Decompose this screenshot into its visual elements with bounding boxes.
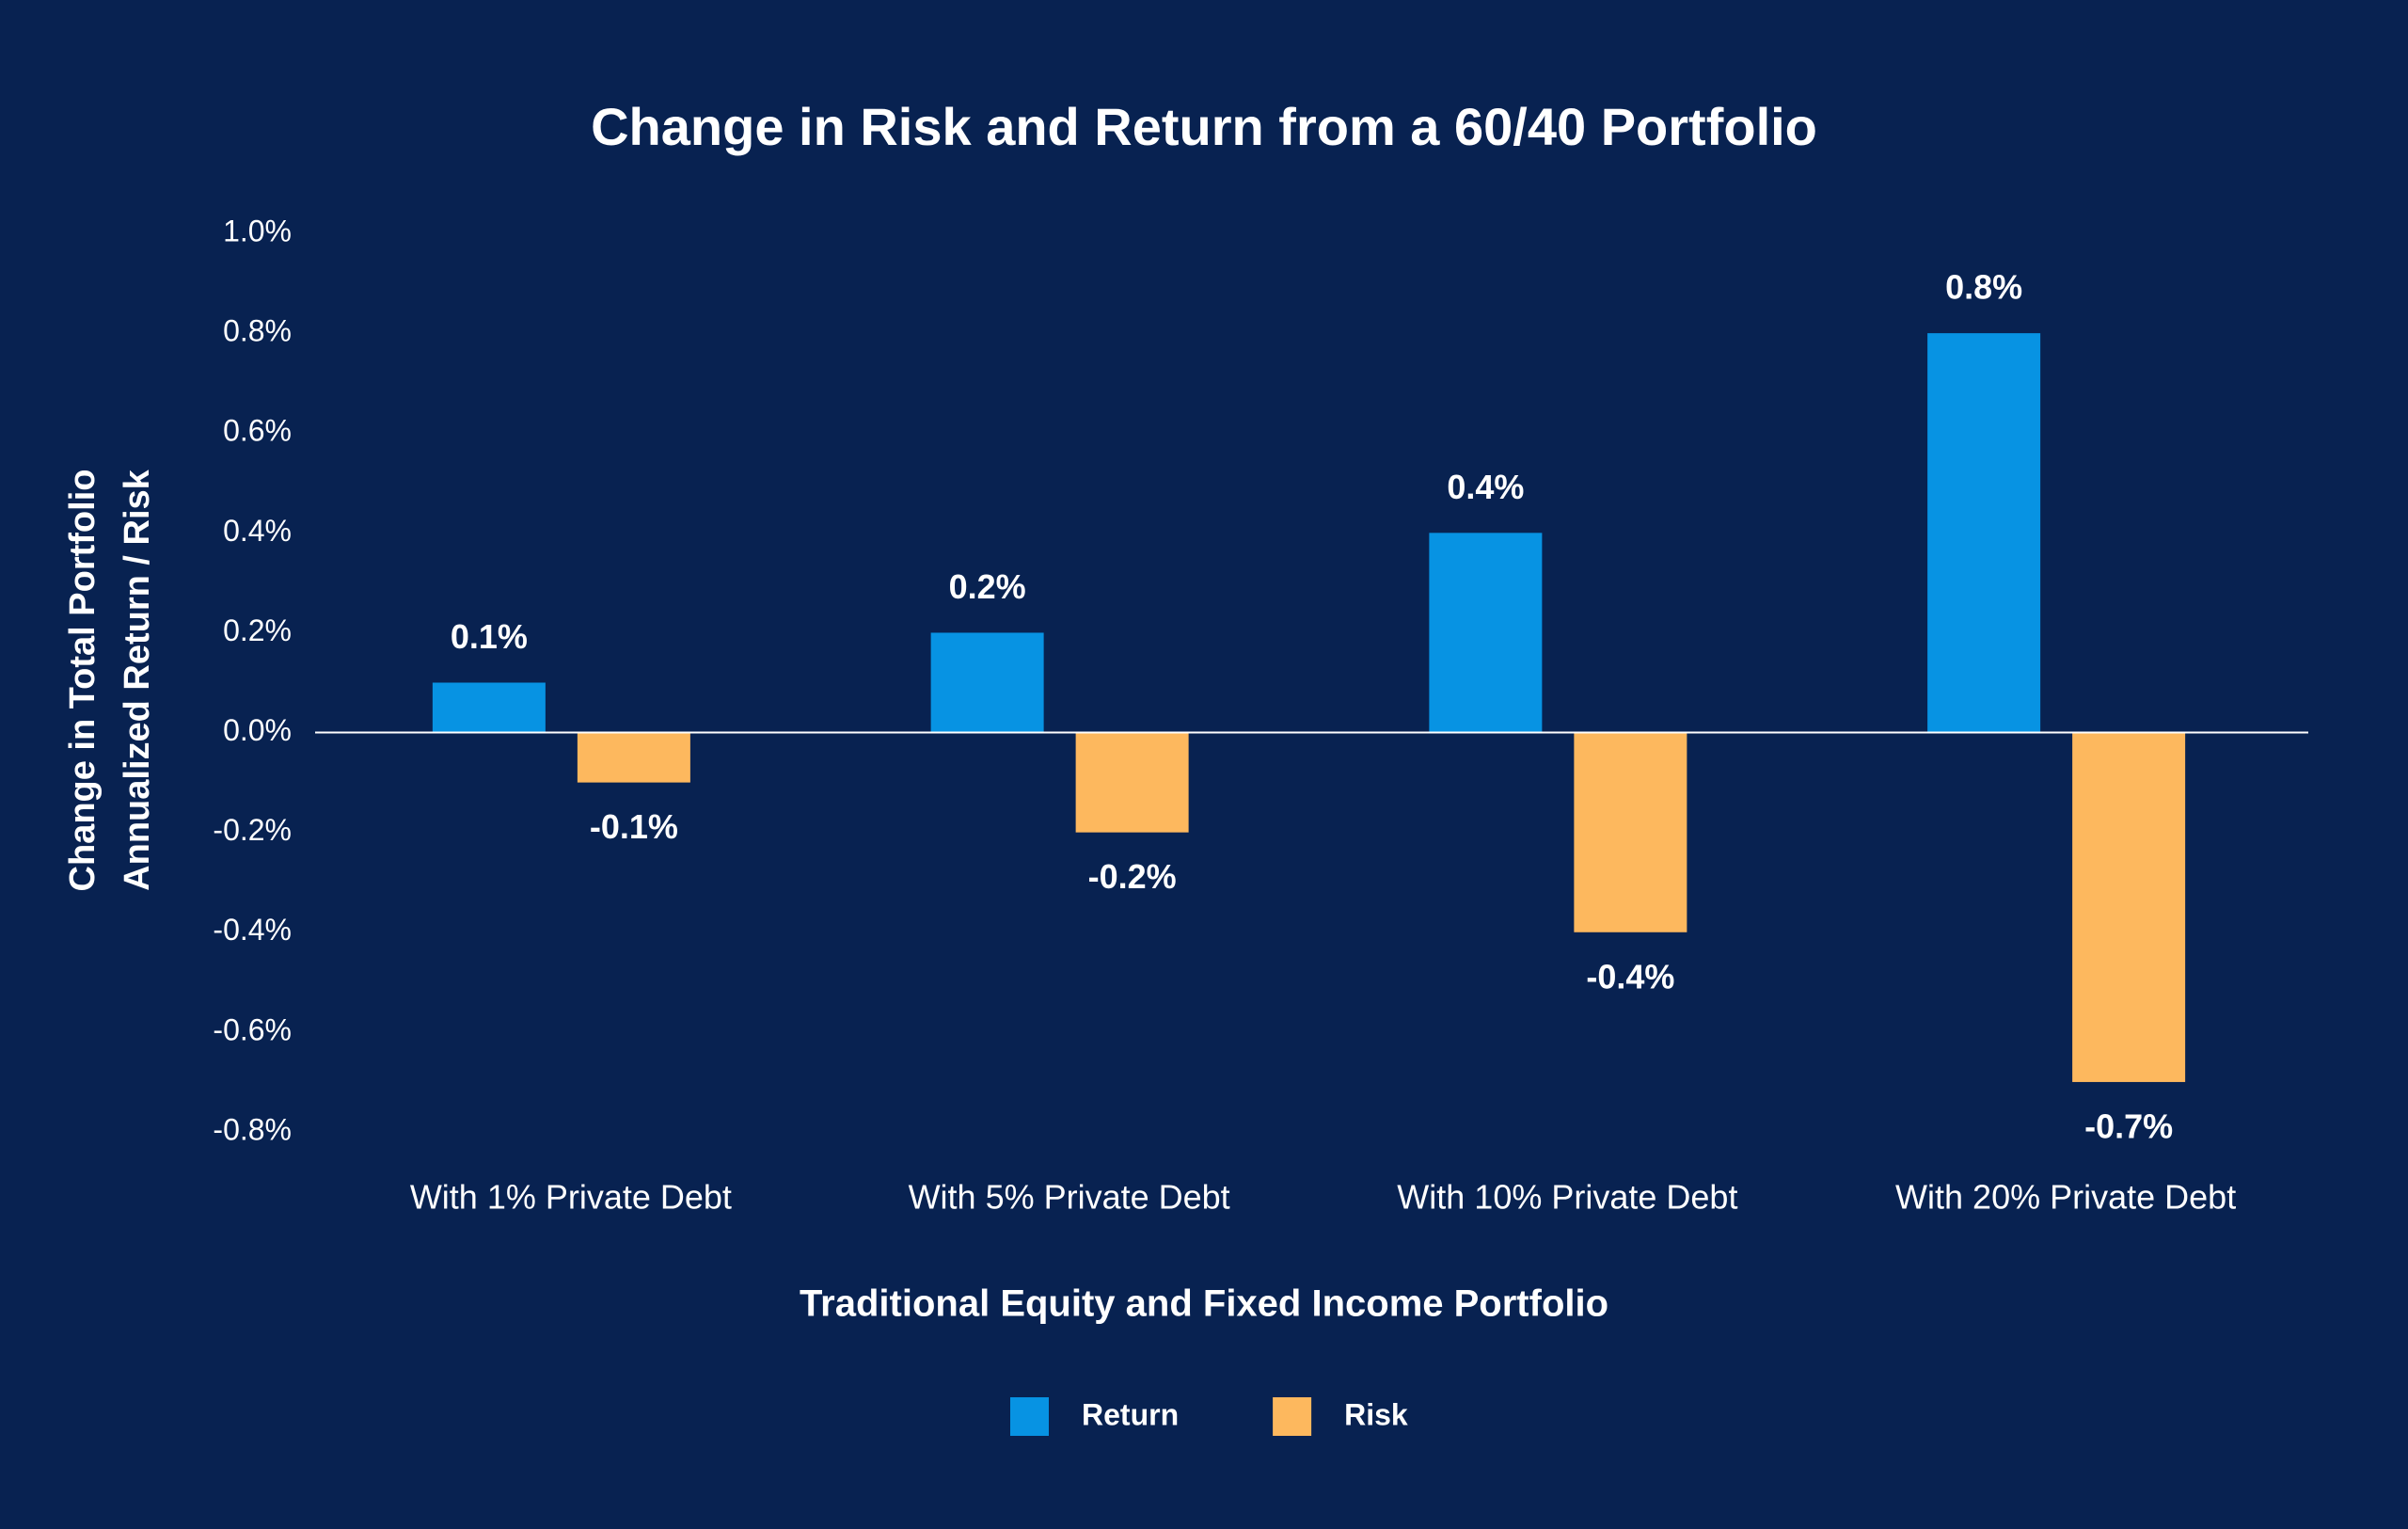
y-tick-label: 0.2% bbox=[223, 613, 292, 647]
legend-label: Return bbox=[1082, 1397, 1179, 1431]
x-axis-label: Traditional Equity and Fixed Income Port… bbox=[800, 1283, 1608, 1325]
bar bbox=[1927, 333, 2041, 733]
y-tick-label: 0.4% bbox=[223, 514, 292, 548]
data-label: 0.8% bbox=[1945, 268, 2022, 307]
data-label: 0.2% bbox=[949, 567, 1026, 606]
x-tick-label: With 10% Private Debt bbox=[1397, 1178, 1737, 1217]
y-tick-label: -0.4% bbox=[213, 913, 292, 947]
y-axis-label: Change in Total Portfolio bbox=[63, 470, 103, 892]
y-tick-label: 0.0% bbox=[223, 713, 292, 747]
data-label: -0.7% bbox=[2084, 1107, 2173, 1145]
data-label: -0.4% bbox=[1586, 957, 1674, 995]
y-tick-label: -0.6% bbox=[213, 1012, 292, 1046]
bar bbox=[1075, 732, 1189, 833]
y-tick-label: -0.2% bbox=[213, 813, 292, 847]
data-label: 0.4% bbox=[1447, 468, 1524, 506]
data-label: -0.1% bbox=[590, 807, 678, 846]
bar bbox=[930, 632, 1044, 733]
legend-swatch bbox=[1010, 1397, 1049, 1436]
y-axis-label: Annualized Return / Risk bbox=[118, 469, 157, 890]
bar bbox=[1574, 732, 1687, 932]
bar bbox=[432, 682, 546, 733]
y-tick-label: 0.8% bbox=[223, 314, 292, 348]
y-tick-label: 0.6% bbox=[223, 414, 292, 448]
y-tick-label: -0.8% bbox=[213, 1112, 292, 1146]
data-label: -0.2% bbox=[1088, 857, 1177, 896]
data-label: 0.1% bbox=[451, 617, 528, 656]
bar bbox=[1429, 533, 1543, 733]
x-tick-label: With 1% Private Debt bbox=[410, 1178, 732, 1217]
legend-swatch bbox=[1273, 1397, 1312, 1436]
chart-title: Change in Risk and Return from a 60/40 P… bbox=[591, 97, 1817, 156]
x-tick-label: With 5% Private Debt bbox=[909, 1178, 1230, 1217]
y-tick-label: 1.0% bbox=[223, 214, 292, 247]
bar bbox=[2072, 732, 2186, 1082]
legend-label: Risk bbox=[1344, 1397, 1408, 1431]
x-tick-label: With 20% Private Debt bbox=[1895, 1178, 2236, 1217]
bar bbox=[577, 732, 690, 783]
